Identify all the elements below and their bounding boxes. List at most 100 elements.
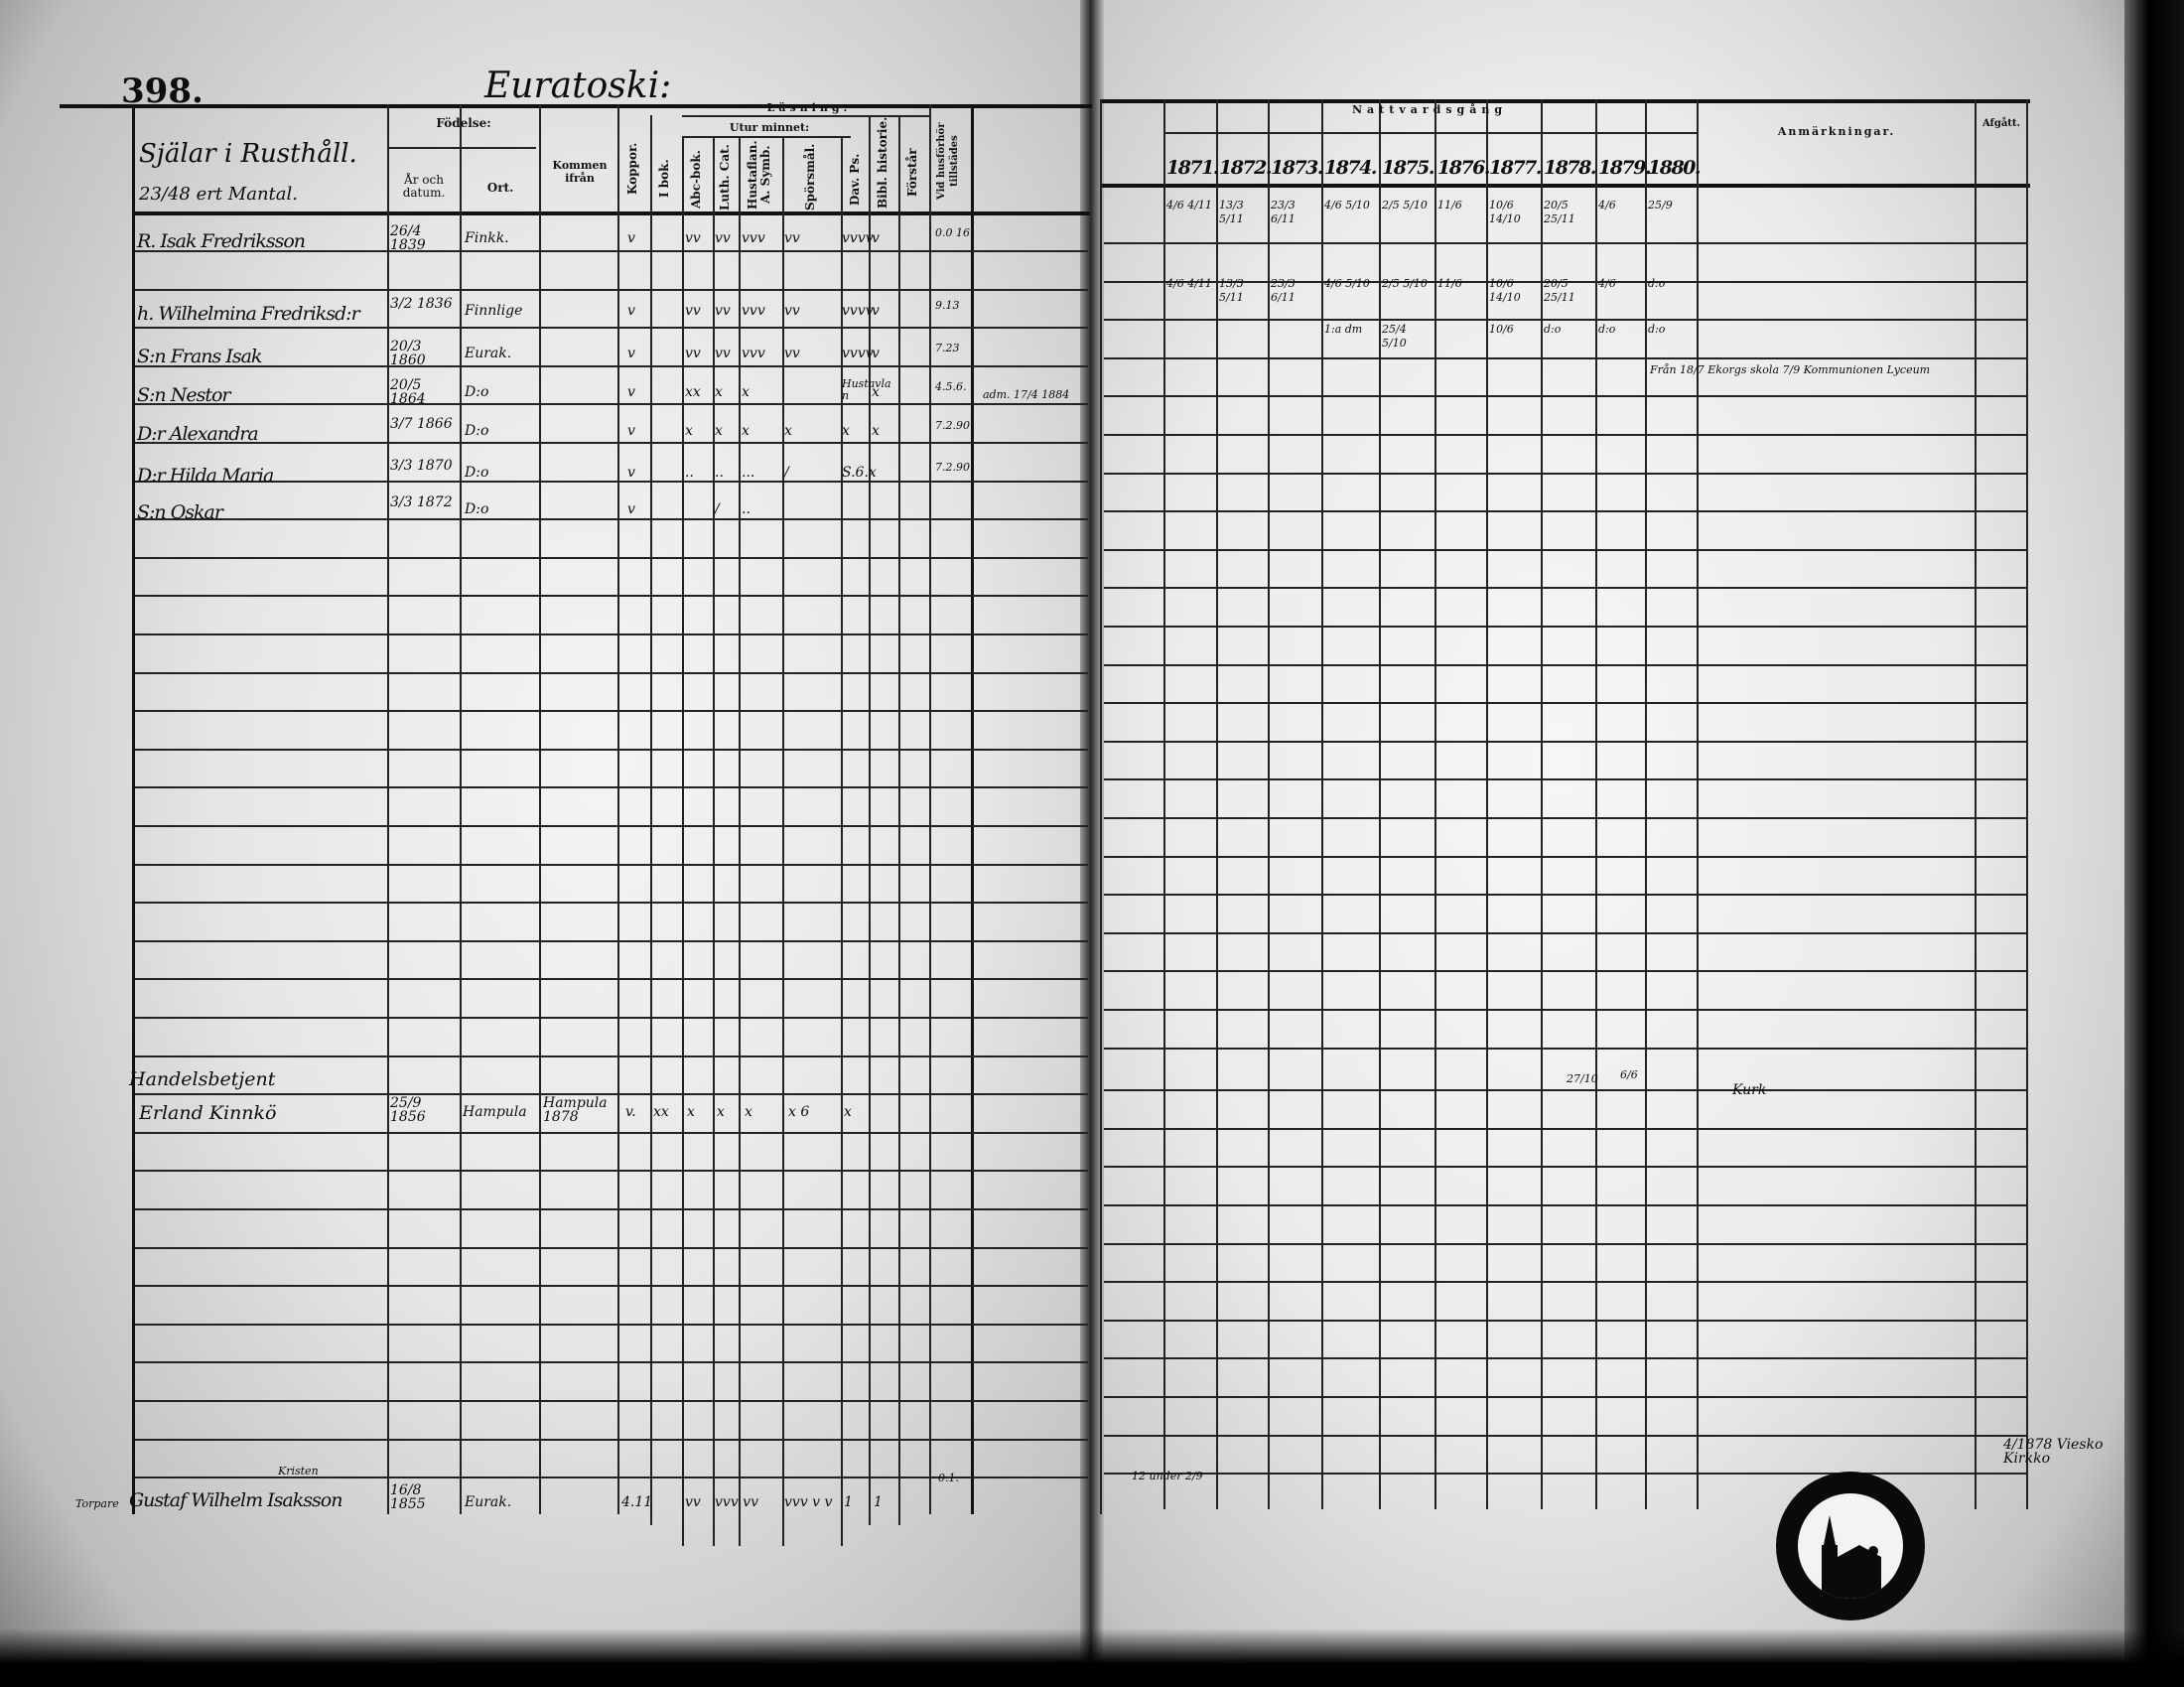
year-label: 1878. <box>1544 157 1597 179</box>
reading-mark: vvv <box>742 230 765 246</box>
remark: Kurk <box>1732 1082 1767 1098</box>
reading-mark: v <box>872 346 880 361</box>
reading-mark: vv <box>685 1494 701 1510</box>
communion-date: 25/4 5/10 <box>1382 323 1407 350</box>
communion-date: d:o <box>1598 323 1616 336</box>
row-line <box>135 633 1088 635</box>
communion-date: 20/5 25/11 <box>1544 277 1575 304</box>
header-by-heart: Utur minnet: <box>729 121 810 134</box>
header-abc-book: Abc-bok. <box>689 150 703 210</box>
church-icon <box>1822 1515 1881 1599</box>
reading-mark: vvvv <box>842 303 874 319</box>
birth-date: 26/4 1839 <box>390 223 426 253</box>
person-title: Kristen <box>278 1465 319 1477</box>
row-line <box>1104 1320 2027 1322</box>
column-divider <box>539 104 541 1514</box>
birth-date: 3/7 1866 <box>390 416 453 432</box>
communion-date: 6/6 <box>1620 1068 1638 1081</box>
year-label: 1880. <box>1648 157 1702 179</box>
communion-date: 27/10 <box>1567 1072 1598 1085</box>
row-line <box>1104 1357 2027 1359</box>
smallpox-mark: v. <box>625 1104 636 1120</box>
header-questions: Spörsmål. <box>803 143 817 211</box>
communion-date: 20/5 25/11 <box>1544 199 1575 225</box>
row-line <box>1104 510 2027 512</box>
column-divider <box>782 136 784 1546</box>
birth-date: 3/3 1872 <box>390 494 453 510</box>
came-from: Hampula 1878 <box>543 1095 608 1125</box>
reading-mark: 1 <box>844 1494 853 1510</box>
header-top-line <box>60 104 1092 108</box>
person-name: Gustaf Wilhelm Isaksson <box>129 1489 342 1511</box>
birth-place: Eurak. <box>465 346 512 361</box>
row-line <box>135 864 1088 866</box>
bottom-note: 12 under 2/9 <box>1132 1470 1203 1482</box>
row-line <box>135 1439 1088 1441</box>
person-name: S:n Frans Isak <box>137 346 262 367</box>
row-line <box>1104 1243 2027 1245</box>
row-line <box>135 1476 1088 1478</box>
reading-mark: x <box>872 423 880 439</box>
village-title: Euratoski: <box>484 66 672 106</box>
reading-mark: x <box>844 1104 852 1120</box>
communion-date: 4/6 5/10 <box>1324 199 1370 211</box>
reading-mark: vvv <box>742 346 765 361</box>
person-name: h. Wilhelmina Fredriksd:r <box>137 303 360 325</box>
row-line <box>135 672 1088 674</box>
column-divider <box>132 104 135 1514</box>
header-understands: Förstår <box>905 148 919 198</box>
row-line <box>1104 395 2027 397</box>
row-line <box>1104 319 2027 321</box>
smallpox-mark: v <box>627 465 635 481</box>
reading-mark: x <box>745 1104 752 1120</box>
reading-mark: vv <box>685 303 701 319</box>
communion-date: 13/3 5/11 <box>1219 199 1244 225</box>
left-page <box>0 0 1092 1687</box>
row-line <box>135 786 1088 788</box>
communion-date: 13/3 5/11 <box>1219 277 1244 304</box>
row-line <box>1104 1204 2027 1206</box>
present-mark: 7.23 <box>935 342 960 354</box>
row-line <box>135 1055 1088 1057</box>
row-line <box>135 1247 1088 1249</box>
communion-date: 4/6 4/11 <box>1166 199 1212 211</box>
bottom-note: 4/1878 Viesko Kirkko <box>2003 1437 2104 1467</box>
reading-mark: vv <box>784 230 800 246</box>
present-mark: 0.0 16 <box>935 226 970 239</box>
present-mark: 7.2.90 <box>935 461 970 474</box>
row-line <box>1104 1435 2027 1437</box>
row-line <box>135 557 1088 559</box>
column-divider <box>387 104 389 1514</box>
reading-mark: x <box>717 1104 725 1120</box>
present-mark: 4.5.6. <box>935 380 967 393</box>
reading-mark: v <box>872 303 880 319</box>
row-line <box>135 825 1088 827</box>
reading-mark: .. <box>742 501 751 517</box>
birth-date: 20/3 1860 <box>390 339 426 368</box>
reading-mark: x <box>715 384 723 400</box>
row-line <box>135 1017 1088 1019</box>
row-line <box>1104 1166 2027 1168</box>
smallpox-mark: v <box>627 230 635 246</box>
column-divider <box>460 104 462 1514</box>
column-divider <box>617 104 619 1514</box>
smallpox-mark: v <box>627 303 635 319</box>
reading-mark: x <box>842 423 850 439</box>
communion-date: 10/6 <box>1489 323 1514 336</box>
occupation-prefix: Torpare <box>75 1497 119 1510</box>
reading-mark: x <box>685 423 693 439</box>
birth-place: Finnlige <box>465 303 523 319</box>
row-line <box>1104 242 2027 244</box>
column-divider <box>1975 99 1977 1509</box>
reading-mark: 1 <box>874 1494 883 1510</box>
reading-mark: x <box>687 1104 695 1120</box>
reading-mark: vv <box>685 346 701 361</box>
communion-date: d:o <box>1648 277 1666 290</box>
reading-mark: vv <box>715 230 731 246</box>
communion-date: 23/3 6/11 <box>1271 199 1296 225</box>
communion-date: 2/5 5/10 <box>1382 277 1428 290</box>
header-birth-year: År och datum. <box>402 173 446 200</box>
birth-place: D:o <box>465 465 489 481</box>
row-line <box>135 442 1088 444</box>
row-line <box>1104 702 2027 704</box>
